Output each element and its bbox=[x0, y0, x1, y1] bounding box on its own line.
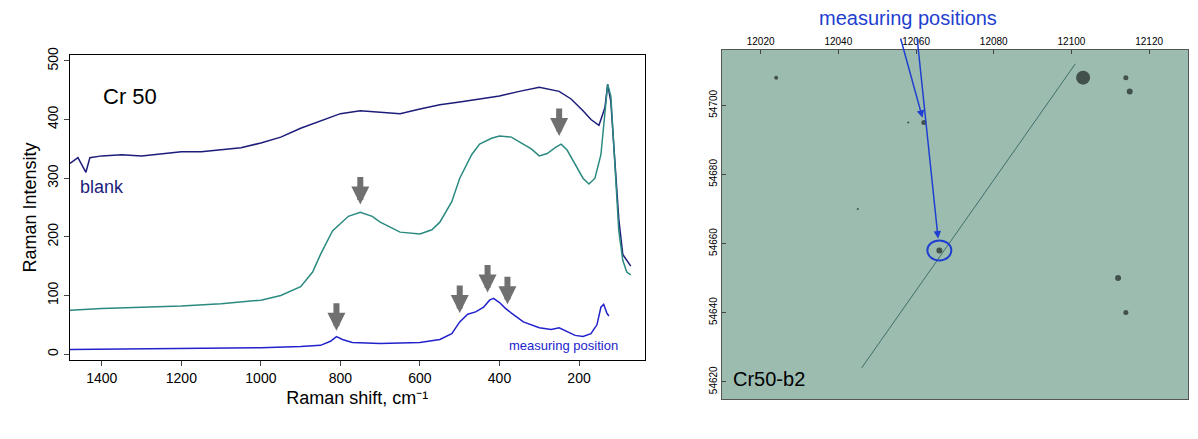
svg-text:54620: 54620 bbox=[708, 366, 719, 394]
svg-text:12080: 12080 bbox=[980, 36, 1008, 47]
svg-text:measuring position: measuring position bbox=[509, 338, 618, 353]
svg-text:200: 200 bbox=[45, 223, 61, 247]
svg-text:12020: 12020 bbox=[747, 36, 775, 47]
svg-text:1200: 1200 bbox=[166, 370, 197, 386]
svg-text:54680: 54680 bbox=[708, 159, 719, 187]
svg-text:400: 400 bbox=[488, 370, 512, 386]
svg-text:54700: 54700 bbox=[708, 89, 719, 117]
svg-text:1000: 1000 bbox=[245, 370, 276, 386]
svg-text:Cr 50: Cr 50 bbox=[103, 84, 157, 109]
svg-text:500: 500 bbox=[45, 47, 61, 71]
svg-text:measuring positions: measuring positions bbox=[819, 7, 997, 29]
svg-text:800: 800 bbox=[329, 370, 353, 386]
svg-text:600: 600 bbox=[408, 370, 432, 386]
svg-text:100: 100 bbox=[45, 281, 61, 305]
svg-text:Cr50-b2: Cr50-b2 bbox=[733, 368, 805, 390]
svg-text:0: 0 bbox=[45, 348, 61, 356]
svg-text:1400: 1400 bbox=[86, 370, 117, 386]
svg-text:blank: blank bbox=[80, 177, 124, 197]
svg-text:12040: 12040 bbox=[824, 36, 852, 47]
svg-text:400: 400 bbox=[45, 106, 61, 130]
svg-text:12100: 12100 bbox=[1058, 36, 1086, 47]
svg-text:12060: 12060 bbox=[902, 36, 930, 47]
svg-text:12120: 12120 bbox=[1135, 36, 1163, 47]
svg-text:200: 200 bbox=[567, 370, 591, 386]
svg-text:Raman shift, cm⁻¹: Raman shift, cm⁻¹ bbox=[286, 388, 428, 408]
svg-text:54660: 54660 bbox=[708, 228, 719, 256]
svg-text:54640: 54640 bbox=[708, 297, 719, 325]
svg-text:300: 300 bbox=[45, 164, 61, 188]
svg-text:Raman Intensity: Raman Intensity bbox=[20, 142, 40, 272]
